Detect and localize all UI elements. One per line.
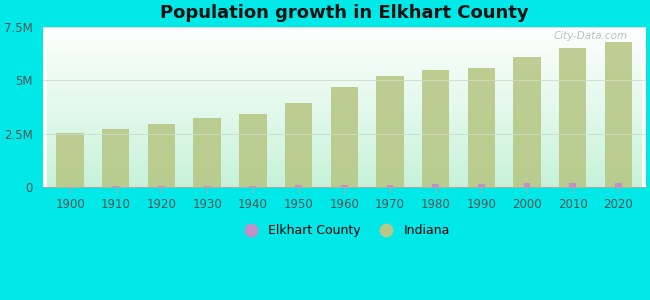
Bar bbox=[432, 184, 439, 187]
Bar bbox=[148, 124, 175, 187]
Bar bbox=[341, 185, 348, 187]
Bar bbox=[57, 133, 84, 187]
Text: City-Data.com: City-Data.com bbox=[554, 31, 628, 41]
Bar bbox=[250, 186, 256, 187]
Bar bbox=[102, 129, 129, 187]
Bar bbox=[194, 118, 221, 187]
Bar bbox=[604, 42, 632, 187]
Bar bbox=[376, 76, 404, 187]
Bar bbox=[559, 48, 586, 187]
Bar bbox=[422, 70, 449, 187]
Bar bbox=[524, 183, 530, 187]
Bar bbox=[112, 186, 119, 187]
Bar bbox=[239, 114, 266, 187]
Bar bbox=[467, 68, 495, 187]
Legend: Elkhart County, Indiana: Elkhart County, Indiana bbox=[233, 219, 455, 242]
Bar bbox=[331, 87, 358, 187]
Bar bbox=[285, 103, 312, 187]
Bar bbox=[203, 186, 211, 187]
Bar bbox=[478, 184, 485, 187]
Bar bbox=[387, 184, 393, 187]
Bar bbox=[158, 186, 165, 187]
Bar bbox=[615, 183, 622, 187]
Bar bbox=[295, 185, 302, 187]
Bar bbox=[514, 57, 541, 187]
Bar bbox=[569, 183, 576, 187]
Title: Population growth in Elkhart County: Population growth in Elkhart County bbox=[160, 4, 528, 22]
